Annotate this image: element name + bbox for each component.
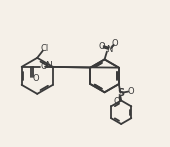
Text: +: +: [109, 44, 114, 49]
Text: S: S: [117, 88, 124, 98]
Text: O: O: [32, 74, 39, 83]
Text: O: O: [113, 97, 120, 106]
Text: Cl: Cl: [41, 44, 49, 53]
Text: O: O: [112, 39, 118, 48]
Text: N: N: [46, 61, 52, 70]
Text: N: N: [106, 45, 113, 54]
Text: O: O: [40, 62, 47, 71]
Text: O: O: [127, 87, 134, 96]
Text: -: -: [103, 42, 105, 47]
Text: O: O: [98, 42, 105, 51]
